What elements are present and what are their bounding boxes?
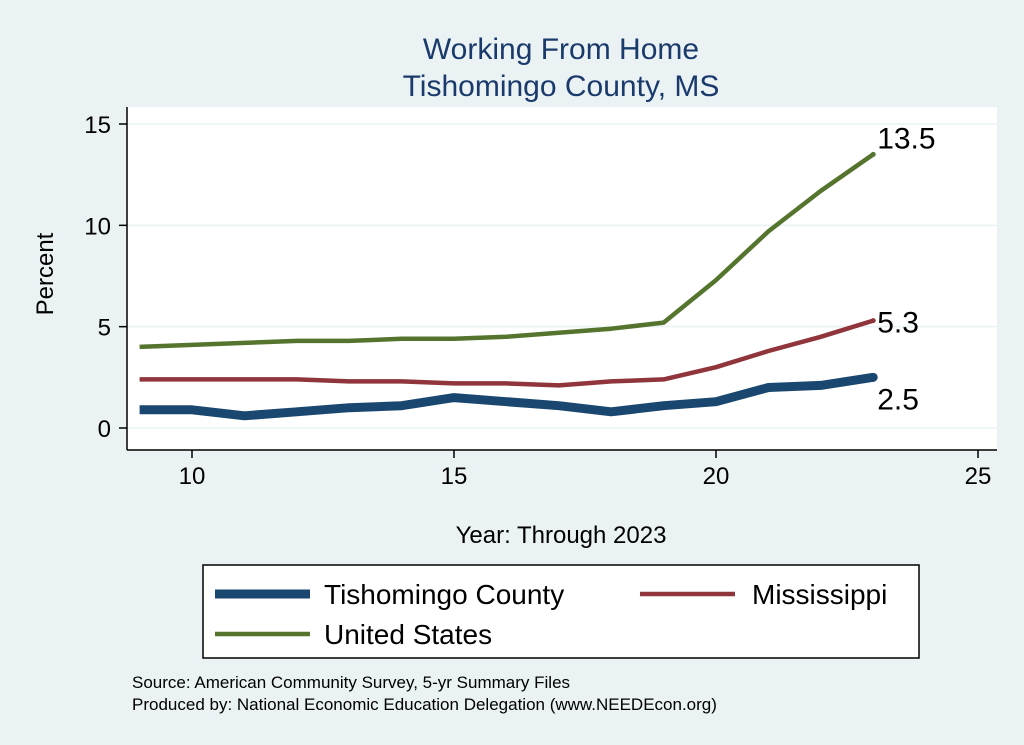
source-note: Source: American Community Survey, 5-yr … (132, 673, 570, 692)
gridlines (127, 123, 997, 429)
legend-label: Mississippi (752, 579, 887, 610)
end-label: 2.5 (877, 383, 919, 416)
y-axis: 0 5 10 15 (84, 107, 128, 450)
series-line-mississippi (139, 318, 874, 388)
x-tick-label: 15 (441, 463, 468, 490)
y-tick-label: 15 (84, 112, 111, 139)
y-tick-label: 5 (98, 315, 111, 342)
plot-area (127, 107, 997, 450)
x-tick-label: 10 (179, 463, 206, 490)
legend-label: Tishomingo County (324, 579, 564, 610)
series-end-point (870, 151, 876, 157)
x-axis: 10 15 20 25 (127, 449, 997, 490)
series-lines (139, 151, 878, 421)
x-tick-label: 20 (703, 463, 730, 490)
end-label: 5.3 (877, 307, 919, 340)
series-line-tishomingo-county (139, 372, 874, 421)
x-axis-title: Year: Through 2023 (456, 522, 667, 549)
chart-title-line1: Working From Home (423, 33, 699, 66)
producer-note: Produced by: National Economic Education… (132, 695, 717, 714)
series-end-point (868, 372, 878, 382)
series-line-united-states (139, 152, 875, 350)
legend: Tishomingo County Mississippi United State… (215, 579, 887, 650)
chart-title-line2: Tishomingo County, MS (403, 70, 720, 103)
legend-box (202, 564, 920, 659)
x-tick-label: 25 (965, 463, 992, 490)
legend-label: United States (324, 619, 492, 650)
end-labels: 2.5 5.3 13.5 (877, 122, 935, 416)
y-tick-label: 0 (98, 416, 111, 443)
y-tick-label: 10 (84, 213, 111, 240)
y-axis-title: Percent (32, 232, 59, 315)
end-label: 13.5 (877, 122, 935, 155)
series-end-point (870, 318, 876, 324)
